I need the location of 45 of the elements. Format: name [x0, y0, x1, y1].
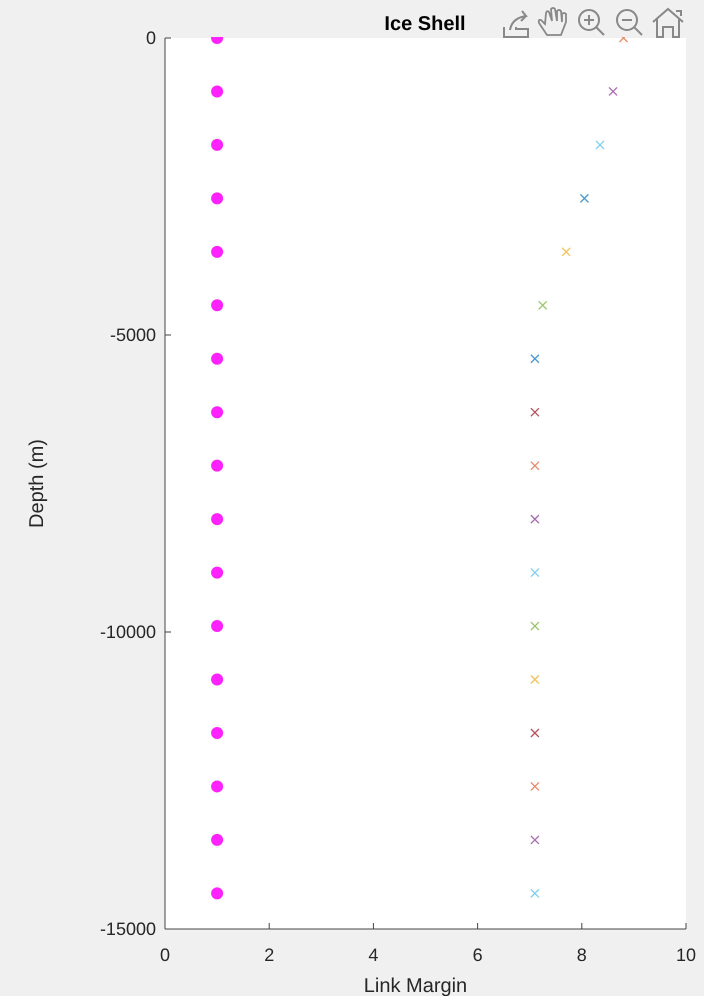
point	[538, 300, 548, 310]
x-tick-label: 6	[472, 945, 483, 965]
point	[580, 194, 590, 204]
point	[530, 354, 540, 364]
point	[211, 566, 224, 579]
point	[530, 621, 540, 631]
y-tick-label: -5000	[110, 325, 156, 345]
x-tick-label: 2	[264, 945, 274, 965]
point	[211, 887, 224, 900]
point	[211, 674, 224, 686]
point	[530, 568, 540, 578]
y-tick-label: -15000	[100, 919, 156, 939]
y-axis-title: Depth (m)	[26, 439, 48, 528]
point	[211, 299, 224, 312]
point	[530, 674, 540, 684]
x-tick-label: 4	[368, 945, 378, 965]
point	[608, 86, 618, 96]
chart-title: Ice Shell	[384, 13, 466, 35]
point	[530, 514, 540, 524]
point	[595, 140, 605, 150]
point	[211, 192, 224, 204]
point	[211, 352, 224, 365]
point	[211, 246, 224, 258]
point	[530, 782, 540, 792]
point	[211, 138, 224, 151]
point	[530, 408, 540, 417]
point	[562, 247, 571, 256]
point	[530, 461, 540, 470]
point	[211, 85, 224, 98]
x-tick-label: 0	[160, 945, 170, 965]
point	[211, 726, 224, 739]
point	[530, 888, 540, 898]
x-tick-label: 8	[576, 945, 587, 965]
point	[211, 513, 224, 526]
y-tick-label: 0	[146, 28, 156, 48]
point	[530, 728, 540, 738]
point	[530, 835, 540, 845]
x-axis-title: Link Margin	[364, 975, 468, 996]
point	[211, 406, 224, 418]
point	[211, 780, 224, 792]
point	[211, 834, 224, 846]
point	[211, 620, 224, 632]
y-tick-label: -10000	[100, 622, 156, 642]
point	[211, 460, 224, 472]
x-tick-label: 10	[676, 945, 696, 965]
